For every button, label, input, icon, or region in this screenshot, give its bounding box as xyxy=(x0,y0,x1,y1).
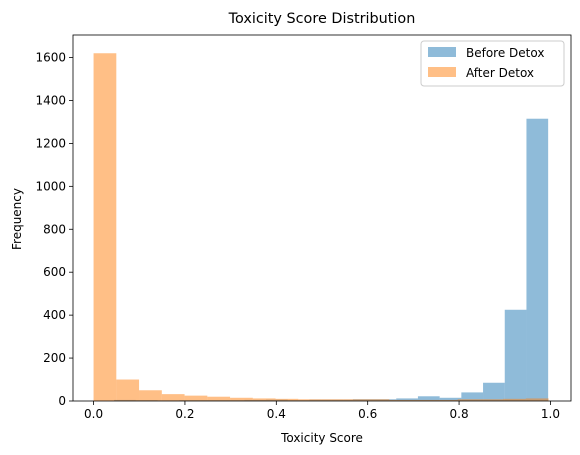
y-tick-label: 400 xyxy=(43,308,66,322)
x-tick-label: 0.6 xyxy=(358,407,377,421)
histogram-bar xyxy=(184,395,208,401)
series-1 xyxy=(114,118,549,401)
legend-box xyxy=(420,40,565,87)
histogram-bar xyxy=(252,398,276,401)
y-tick-label: 0 xyxy=(58,394,66,408)
histogram-bar xyxy=(461,392,484,401)
histogram-bar xyxy=(526,118,549,401)
axes: 0.0 0.2 0.4 0.6 0.8 1.0 0 200 400 600 800 1000 1200 1… xyxy=(35,34,572,421)
histogram-bar xyxy=(417,396,440,401)
histogram-bar xyxy=(483,382,505,401)
legend-label: After Detox xyxy=(466,66,534,80)
x-tick-label: 1.0 xyxy=(541,407,560,421)
y-axis-label: Frequency xyxy=(10,188,24,250)
histogram-bar xyxy=(230,397,253,401)
legend-swatch xyxy=(428,67,456,77)
y-tick-label: 1000 xyxy=(35,179,66,193)
x-tick-label: 0.2 xyxy=(175,407,194,421)
histogram-bar xyxy=(321,399,344,401)
histogram-bar xyxy=(503,398,526,401)
legend: Before Detox After Detox xyxy=(420,40,565,87)
legend-label: Before Detox xyxy=(466,46,544,60)
histogram-bar xyxy=(93,53,117,401)
histogram-bar xyxy=(434,399,458,401)
axes-frame xyxy=(72,34,572,402)
y-tick-label: 1200 xyxy=(35,136,66,150)
histogram-bar xyxy=(480,399,504,401)
x-axis-label: Toxicity Score xyxy=(280,431,363,445)
plot-area xyxy=(93,53,549,401)
histogram-bar xyxy=(116,379,140,401)
histogram-bar xyxy=(504,309,527,401)
histogram-bar xyxy=(161,394,185,401)
y-tick-label: 200 xyxy=(43,351,66,365)
histogram-bar xyxy=(439,397,462,401)
histogram-bar xyxy=(139,390,162,401)
y-tick-label: 1600 xyxy=(35,51,66,65)
histogram-bar xyxy=(457,399,481,401)
chart-title: Toxicity Score Distribution xyxy=(228,11,416,27)
y-tick-label: 800 xyxy=(43,222,66,236)
histogram-bar xyxy=(412,399,435,401)
histogram-bar xyxy=(275,398,299,401)
histogram-bar xyxy=(396,398,418,401)
legend-swatch xyxy=(428,47,456,57)
x-tick-label: 0.4 xyxy=(267,407,286,421)
x-tick-label: 0.8 xyxy=(450,407,469,421)
x-tick-label: 0.0 xyxy=(84,407,103,421)
histogram-bar xyxy=(207,396,231,401)
histogram-bar xyxy=(525,398,549,401)
series-2 xyxy=(93,53,549,401)
histogram-bar xyxy=(298,399,322,401)
histogram-bar xyxy=(343,399,367,401)
y-tick-label: 600 xyxy=(43,265,66,279)
y-tick-label: 1400 xyxy=(35,93,66,107)
histogram-bar xyxy=(366,399,390,401)
histogram-bar xyxy=(389,399,413,401)
